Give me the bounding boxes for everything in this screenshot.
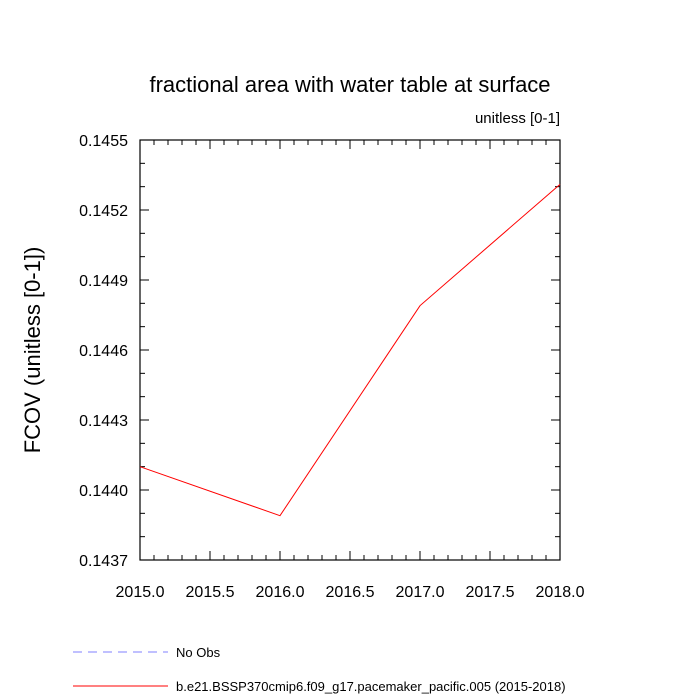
y-tick-label: 0.1446: [79, 343, 128, 360]
x-tick-label: 2017.5: [466, 584, 515, 601]
y-tick-label: 0.1455: [79, 133, 128, 150]
y-tick-label: 0.1443: [79, 413, 128, 430]
x-tick-label: 2015.0: [116, 584, 165, 601]
legend-label: No Obs: [176, 645, 221, 660]
x-tick-label: 2017.0: [396, 584, 445, 601]
legend: No Obs b.e21.BSSP370cmip6.f09_g17.pacemak…: [73, 645, 566, 694]
y-tick-label: 0.1449: [79, 273, 128, 290]
legend-label: b.e21.BSSP370cmip6.f09_g17.pacemaker_pac…: [176, 679, 566, 694]
x-tick-label: 2016.5: [326, 584, 375, 601]
x-tick-label: 2015.5: [186, 584, 235, 601]
chart-title: fractional area with water table at surf…: [149, 72, 550, 97]
x-tick-label: 2018.0: [536, 584, 585, 601]
units-label: unitless [0-1]: [475, 110, 560, 127]
y-tick-label: 0.1452: [79, 203, 128, 220]
series-layer: [139, 183, 561, 517]
x-tick-label: 2016.0: [256, 584, 305, 601]
series-line-1: [139, 183, 561, 517]
axis-ticks: 2015.0 2015.5 2016.0 2016.5 2017.0 2017.5 2018…: [79, 133, 585, 601]
y-axis-label: FCOV (unitless [0-1]): [20, 247, 45, 454]
y-tick-label: 0.1440: [79, 483, 128, 500]
plot-frame: [139, 139, 561, 561]
y-tick-label: 0.1437: [79, 553, 128, 570]
